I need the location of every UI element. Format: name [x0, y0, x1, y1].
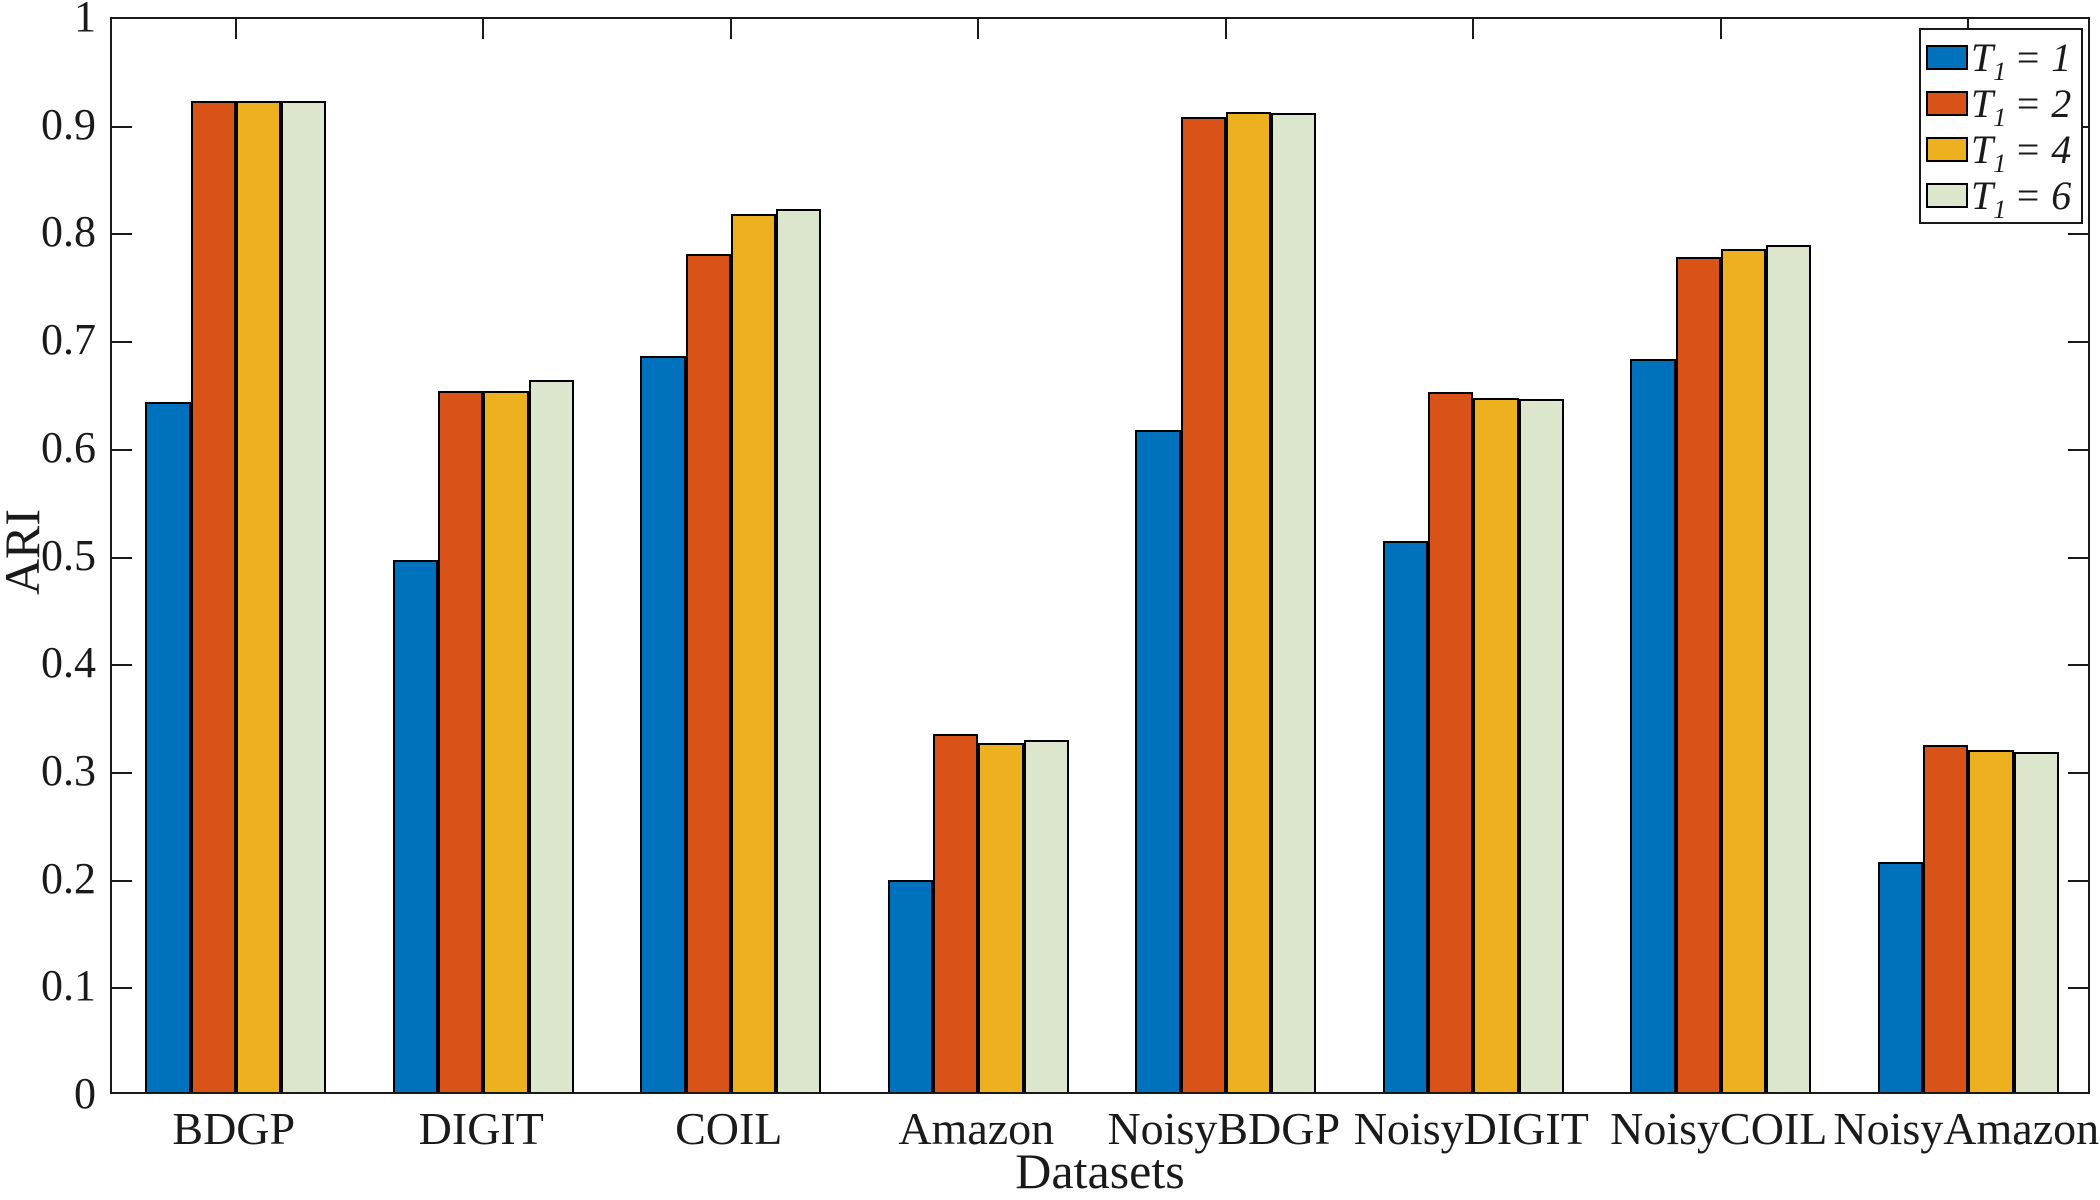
y-tick-label: 0.8 [41, 207, 96, 257]
bar-NoisyCOIL-T1=2 [1675, 257, 1721, 1092]
x-tick-label: NoisyAmazon [1833, 1103, 2100, 1154]
y-tick-right [2068, 879, 2088, 882]
x-tick-top [1224, 19, 1227, 39]
bar-NoisyAmazon-T1=4 [1968, 750, 2014, 1092]
bar-NoisyDIGIT-T1=6 [1518, 399, 1564, 1092]
y-tick-label: 0.4 [41, 638, 96, 688]
bar-BDGP-T1=2 [190, 101, 236, 1092]
y-tick-right [2068, 233, 2088, 236]
legend-item: T1 = 6 [1926, 172, 2081, 224]
legend-swatch [1926, 44, 1968, 70]
bar-NoisyCOIL-T1=4 [1720, 249, 1766, 1092]
bar-BDGP-T1=1 [145, 402, 191, 1092]
x-tick-top [482, 19, 485, 39]
y-tick-label: 0.2 [41, 853, 96, 903]
y-tick-right [2068, 987, 2088, 990]
x-tick-top [234, 19, 237, 39]
y-tick-right [2068, 664, 2088, 667]
y-tick-left [112, 987, 132, 990]
bar-COIL-T1=4 [730, 214, 776, 1092]
legend-item: T1 = 4 [1926, 126, 2081, 178]
y-tick-right [2068, 556, 2088, 559]
bar-DIGIT-T1=6 [528, 380, 574, 1092]
x-tick-label: BDGP [172, 1103, 296, 1154]
bar-NoisyAmazon-T1=6 [2013, 752, 2059, 1092]
bar-BDGP-T1=4 [235, 101, 281, 1092]
bar-NoisyBDGP-T1=2 [1180, 117, 1226, 1092]
bar-COIL-T1=1 [640, 356, 686, 1092]
bar-COIL-T1=2 [685, 254, 731, 1092]
y-tick-label: 0 [74, 1069, 96, 1118]
x-tick-label: NoisyCOIL [1610, 1103, 1828, 1154]
x-tick-top [1472, 19, 1475, 39]
legend-item: T1 = 2 [1926, 80, 2081, 132]
x-tick-top [729, 19, 732, 39]
bar-DIGIT-T1=2 [438, 391, 484, 1092]
bar-NoisyBDGP-T1=6 [1271, 113, 1317, 1092]
y-tick-right [2068, 771, 2088, 774]
bar-Amazon-T1=4 [978, 743, 1024, 1092]
x-tick-label: NoisyBDGP [1107, 1103, 1341, 1154]
y-tick-label: 0.7 [41, 315, 96, 365]
legend: T1 = 1 T1 = 2 T1 = 4 T1 = 6 [1919, 28, 2083, 224]
y-tick-left [112, 233, 132, 236]
bar-NoisyAmazon-T1=1 [1877, 862, 1923, 1092]
bar-COIL-T1=6 [776, 209, 822, 1092]
bar-NoisyCOIL-T1=1 [1630, 359, 1676, 1092]
legend-swatch [1926, 182, 1968, 208]
bar-Amazon-T1=6 [1023, 740, 1069, 1092]
legend-label: T1 = 2 [1971, 80, 2072, 132]
y-tick-left [112, 448, 132, 451]
bar-Amazon-T1=1 [887, 880, 933, 1092]
y-tick-left [112, 664, 132, 667]
bar-NoisyBDGP-T1=4 [1225, 112, 1271, 1092]
y-tick-left [112, 879, 132, 882]
bar-NoisyCOIL-T1=6 [1766, 245, 1812, 1092]
y-tick-label: 0.3 [41, 745, 96, 795]
y-tick-label: 0.9 [41, 99, 96, 149]
y-tick-label: 0.6 [41, 422, 96, 472]
x-tick-label: DIGIT [418, 1103, 544, 1154]
x-tick-label: Amazon [898, 1103, 1055, 1154]
x-tick-label: NoisyDIGIT [1353, 1103, 1589, 1154]
legend-label: T1 = 1 [1971, 34, 2072, 86]
bar-BDGP-T1=6 [281, 101, 327, 1092]
y-tick-left [112, 125, 132, 128]
x-tick-top [1719, 19, 1722, 39]
y-tick-label: 0.1 [41, 961, 96, 1011]
bar-DIGIT-T1=1 [392, 560, 438, 1092]
legend-swatch [1926, 90, 1968, 116]
bar-DIGIT-T1=4 [483, 391, 529, 1092]
legend-label: T1 = 4 [1971, 126, 2072, 178]
y-tick-left [112, 341, 132, 344]
bar-NoisyAmazon-T1=2 [1923, 745, 1969, 1092]
bar-NoisyDIGIT-T1=2 [1428, 392, 1474, 1092]
x-tick-top [977, 19, 980, 39]
plot-area [110, 17, 2090, 1094]
y-tick-left [112, 771, 132, 774]
x-axis-label: Datasets [1015, 1143, 1185, 1199]
legend-label: T1 = 6 [1971, 172, 2072, 224]
bar-NoisyBDGP-T1=1 [1135, 430, 1181, 1092]
y-tick-label: 1 [74, 0, 96, 41]
x-tick-label: COIL [675, 1103, 783, 1154]
y-tick-right [2068, 341, 2088, 344]
y-tick-right [2068, 448, 2088, 451]
bar-Amazon-T1=2 [933, 734, 979, 1092]
bar-NoisyDIGIT-T1=1 [1382, 541, 1428, 1092]
legend-swatch [1926, 136, 1968, 162]
y-tick-left [112, 556, 132, 559]
bar-NoisyDIGIT-T1=4 [1473, 398, 1519, 1092]
y-tick-label: 0.5 [41, 530, 96, 580]
legend-item: T1 = 1 [1926, 34, 2081, 86]
